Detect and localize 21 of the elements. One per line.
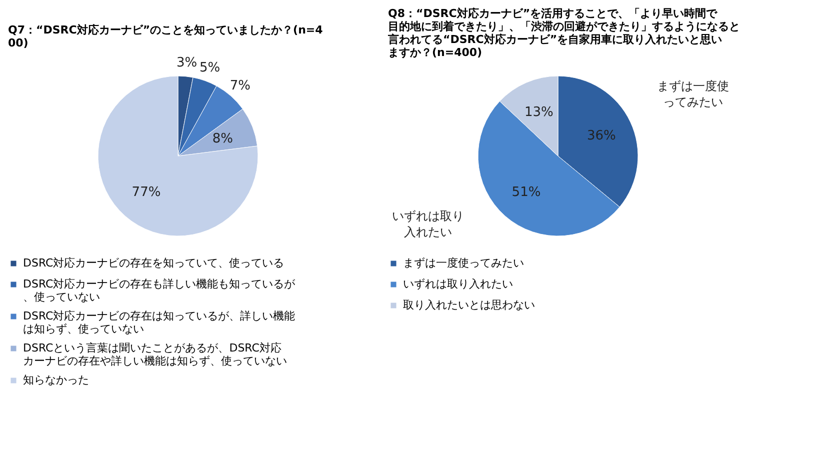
legend-label: 取り入れたいとは思わない <box>403 298 535 312</box>
data-label: 3% <box>176 55 198 70</box>
data-label: 36% <box>586 128 616 144</box>
data-label: 5% <box>200 60 220 76</box>
chart-title: Q7：“DSRC対応カーナビ”のことを知っていましたか？(n=400) <box>8 23 324 50</box>
legend-label: DSRC対応カーナビの存在は知っているが、詳しい機能は知らず、使っていない <box>23 310 296 336</box>
pie-slice <box>98 76 258 236</box>
legend-label: いずれは取り入れたい <box>403 278 513 290</box>
text: まずは一度使ってみたい <box>657 79 729 109</box>
legend-label: DSRCという言葉は聞いたことがあるが、DSRC対応カーナビの存在や詳しい機能は知らず、使っていない <box>23 342 287 368</box>
legend-label: 知らなかった <box>23 374 89 386</box>
legend-label: まずは一度使ってみたい <box>403 256 524 270</box>
data-label: 8% <box>212 131 233 146</box>
chart-title: Q8：“DSRC対応カーナビ”を活用することで、「より早い時間で目的地に到着できたり」、「渋滞の回避ができたり」するようになると言われてる“DSRC対応カーナビ”を自家用車に取り入れたいと思いますか？(n=400) <box>387 7 740 59</box>
data-label: 7% <box>230 78 250 94</box>
data-label: 51% <box>512 185 541 200</box>
legend-label: DSRC対応カーナビの存在を知っていて、使っている <box>23 256 284 270</box>
data-label: 77% <box>132 185 161 200</box>
text: いずれは取り入れたい <box>392 209 464 239</box>
data-label: 13% <box>524 104 554 120</box>
legend-label: DSRC対応カーナビの存在も詳しい機能も知っているが、使っていない <box>23 278 296 304</box>
